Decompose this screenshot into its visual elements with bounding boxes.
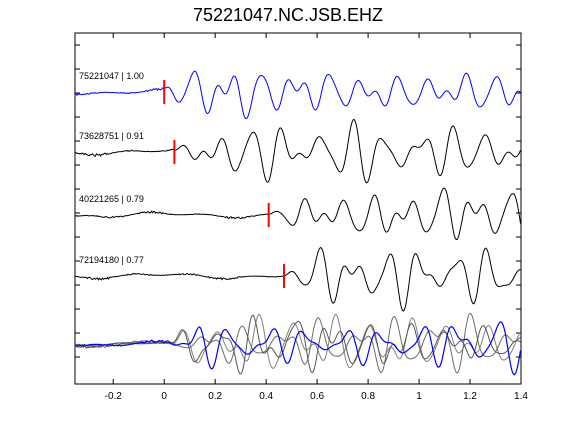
overlay-trace-line xyxy=(74,321,522,376)
chart-title: 75221047.NC.JSB.EHZ xyxy=(192,5,384,25)
x-tick-label: 0.8 xyxy=(361,391,375,402)
trace-label: 73628751 | 0.91 xyxy=(79,131,144,141)
x-tick-label: 0.4 xyxy=(259,391,273,402)
trace-label: 75221047 | 1.00 xyxy=(79,71,144,81)
x-tick-label: 0.6 xyxy=(310,391,324,402)
x-axis: -0.2 0 0.2 0.4 0.6 0.8 1 1.2 1.4 xyxy=(105,33,528,402)
x-tick-label: 0 xyxy=(161,391,167,402)
trace-line xyxy=(74,187,521,241)
right-tick-marks xyxy=(516,44,521,358)
x-tick-label: 1 xyxy=(416,391,422,402)
trace-group: 75221047 | 1.00 73628751 | 0.91 40221265 |… xyxy=(74,70,521,312)
overlay-trace-line xyxy=(74,314,521,375)
overlay-traces xyxy=(74,312,522,376)
x-tick-label: -0.2 xyxy=(105,391,123,402)
x-tick-label: 1.4 xyxy=(514,391,528,402)
trace-line xyxy=(74,70,521,120)
left-tick-marks xyxy=(75,44,80,358)
trace-line xyxy=(75,246,521,312)
trace-line xyxy=(74,119,521,184)
trace-label: 72194180 | 0.77 xyxy=(79,255,144,265)
trace-label: 40221265 | 0.79 xyxy=(79,194,144,204)
x-tick-label: 1.2 xyxy=(463,391,477,402)
x-tick-label: 0.2 xyxy=(208,391,222,402)
plot-frame xyxy=(74,32,522,385)
